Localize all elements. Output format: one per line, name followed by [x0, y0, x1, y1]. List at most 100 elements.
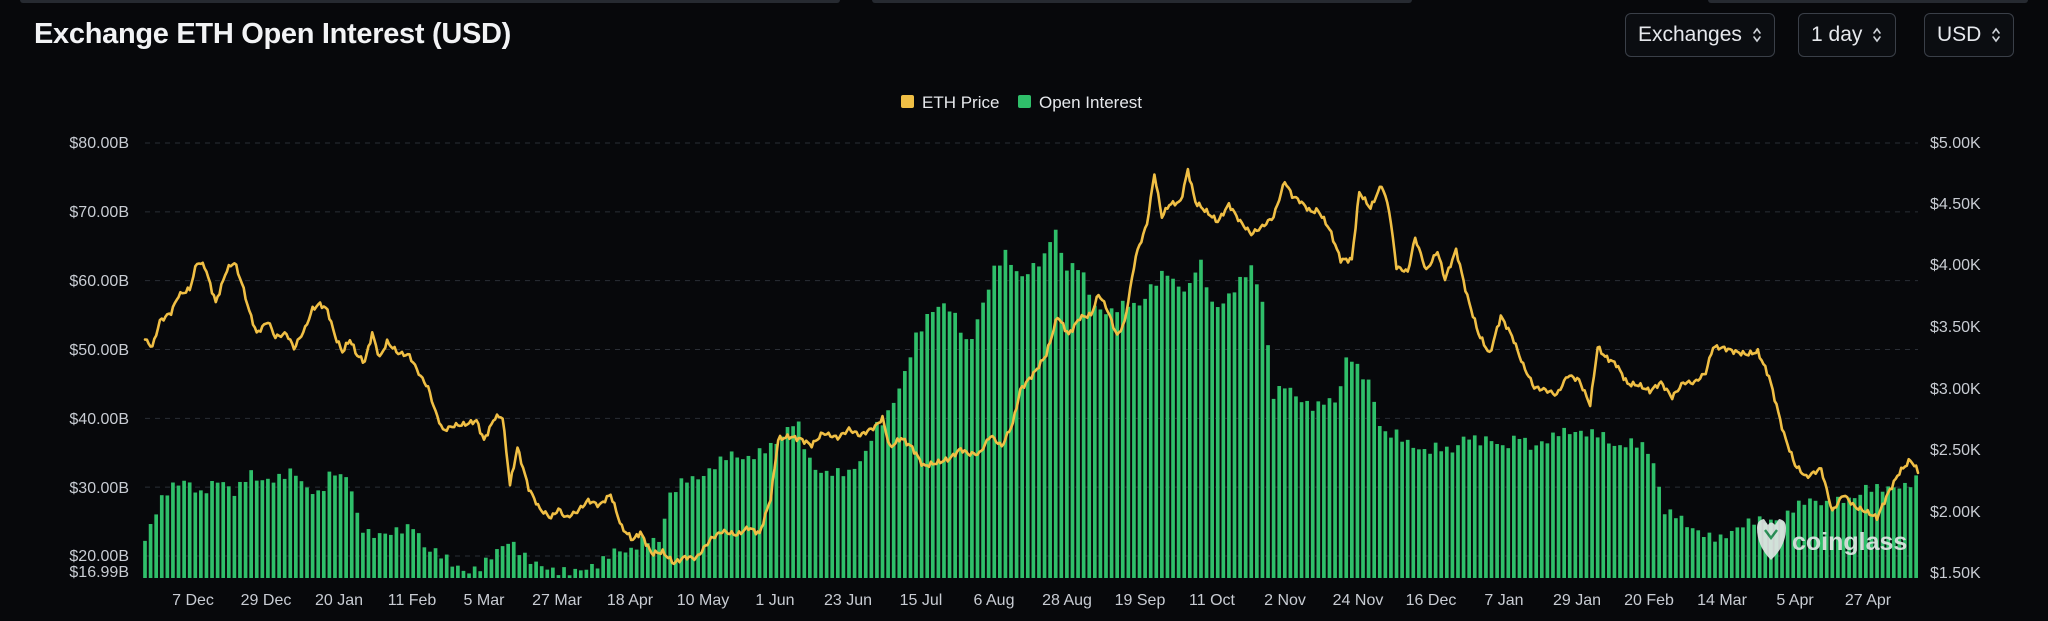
- x-tick-label: 2 Nov: [1264, 592, 1306, 609]
- open-interest-bar: [277, 473, 281, 578]
- open-interest-bar: [148, 524, 153, 578]
- open-interest-bar: [433, 548, 438, 578]
- y-right-tick-label: $4.00K: [1930, 257, 1981, 274]
- updown-chevron-icon: [1991, 25, 2001, 45]
- open-interest-bar: [428, 551, 432, 578]
- x-tick-label: 5 Mar: [464, 592, 506, 609]
- open-interest-bar: [1869, 491, 1874, 578]
- open-interest-bar: [629, 547, 633, 578]
- open-interest-bar: [1841, 502, 1846, 578]
- open-interest-bar: [238, 481, 242, 578]
- open-interest-bar: [1618, 445, 1622, 578]
- x-tick-label: 18 Apr: [607, 592, 654, 609]
- open-interest-bar: [1545, 443, 1550, 578]
- open-interest-bar: [366, 529, 371, 578]
- open-interest-bar: [495, 549, 499, 578]
- open-interest-bar: [260, 480, 265, 578]
- open-interest-bar: [1623, 447, 1628, 578]
- open-interest-bar: [1606, 443, 1611, 578]
- open-interest-bar: [835, 468, 840, 578]
- open-interest-bar: [1137, 305, 1142, 578]
- open-interest-bar: [1037, 266, 1041, 578]
- open-interest-bar: [819, 472, 823, 578]
- open-interest-bar: [299, 481, 304, 578]
- open-interest-bar: [411, 529, 416, 578]
- open-interest-bar: [1796, 500, 1801, 578]
- open-interest-bar: [416, 533, 421, 578]
- x-tick-label: 23 Jun: [824, 592, 872, 609]
- open-interest-bar: [444, 554, 449, 578]
- open-interest-bar: [1255, 284, 1259, 578]
- open-interest-bar: [1567, 434, 1572, 578]
- open-interest-bar: [1433, 442, 1438, 578]
- open-interest-bar: [1148, 284, 1153, 578]
- open-interest-bar: [210, 481, 214, 578]
- interval-select-value: 1 day: [1811, 23, 1863, 46]
- open-interest-bar: [567, 575, 572, 578]
- open-interest-bar: [707, 468, 712, 578]
- open-interest-bar: [1858, 494, 1863, 578]
- open-interest-bar: [1199, 259, 1203, 578]
- legend-swatch-open-interest: [1018, 95, 1031, 108]
- open-interest-bar: [176, 485, 181, 578]
- open-interest-bar: [182, 480, 186, 578]
- open-interest-bar: [1640, 442, 1645, 578]
- open-interest-bar: [1735, 527, 1740, 578]
- open-interest-bar: [1914, 475, 1918, 578]
- x-axis-ticks: 7 Dec 29 Dec 20 Jan 11 Feb 5 Mar 27 Mar 18 Apr…: [172, 592, 1892, 609]
- open-interest-bar: [1634, 447, 1639, 578]
- updown-chevron-icon: [1872, 25, 1882, 45]
- open-interest-bar: [344, 477, 348, 578]
- open-interest-bar: [735, 457, 740, 578]
- open-interest-bar: [249, 470, 254, 578]
- open-interest-bar: [713, 469, 717, 578]
- open-interest-bar: [1484, 436, 1488, 578]
- open-interest-bar: [1344, 357, 1349, 578]
- x-tick-label: 20 Jan: [315, 592, 363, 609]
- open-interest-bar: [1824, 500, 1829, 578]
- open-interest-bar: [964, 339, 969, 578]
- currency-select[interactable]: USD: [1924, 13, 2014, 57]
- open-interest-bar: [1165, 275, 1170, 578]
- open-interest-bar: [1746, 518, 1751, 578]
- open-interest-bar: [1422, 449, 1427, 578]
- open-interest-bar: [1729, 530, 1734, 578]
- open-interest-bar: [791, 426, 795, 578]
- open-interest-bar: [808, 457, 812, 578]
- x-tick-label: 27 Mar: [532, 592, 582, 609]
- open-interest-bar: [243, 481, 248, 578]
- open-interest-bar: [1556, 436, 1561, 578]
- open-interest-bar: [1802, 504, 1807, 578]
- open-interest-bar: [1092, 305, 1097, 578]
- open-interest-bar: [975, 319, 980, 578]
- open-interest-bar: [1467, 439, 1472, 578]
- open-interest-bar: [1579, 430, 1583, 578]
- x-tick-label: 10 May: [677, 592, 729, 609]
- exchanges-select[interactable]: Exchanges: [1625, 13, 1775, 57]
- open-interest-bar: [1243, 277, 1248, 578]
- open-interest-bar: [1780, 521, 1784, 578]
- open-interest-bar: [1573, 432, 1578, 578]
- x-tick-label: 6 Aug: [974, 592, 1015, 609]
- open-interest-bar: [1562, 427, 1566, 578]
- open-interest-bar: [673, 492, 678, 578]
- open-interest-bar: [601, 556, 605, 578]
- open-interest-bar: [886, 410, 890, 578]
- open-interest-bar: [1908, 487, 1913, 578]
- open-interest-bar: [1182, 291, 1187, 578]
- open-interest-bar: [1305, 400, 1309, 578]
- x-tick-label: 7 Dec: [172, 592, 214, 609]
- open-interest-bar: [662, 518, 667, 578]
- y-right-tick-label: $1.50K: [1930, 565, 1981, 582]
- open-interest-bar: [830, 475, 835, 578]
- open-interest-bar: [780, 436, 784, 578]
- open-interest-bar: [388, 534, 393, 578]
- legend-label-eth-price: ETH Price: [922, 93, 999, 112]
- open-interest-bar: [1327, 398, 1332, 578]
- open-interest-bar: [316, 490, 321, 578]
- interval-select[interactable]: 1 day: [1798, 13, 1896, 57]
- open-interest-bar: [1713, 541, 1717, 578]
- open-interest-bar: [1417, 449, 1421, 578]
- open-interest-bar: [204, 493, 209, 578]
